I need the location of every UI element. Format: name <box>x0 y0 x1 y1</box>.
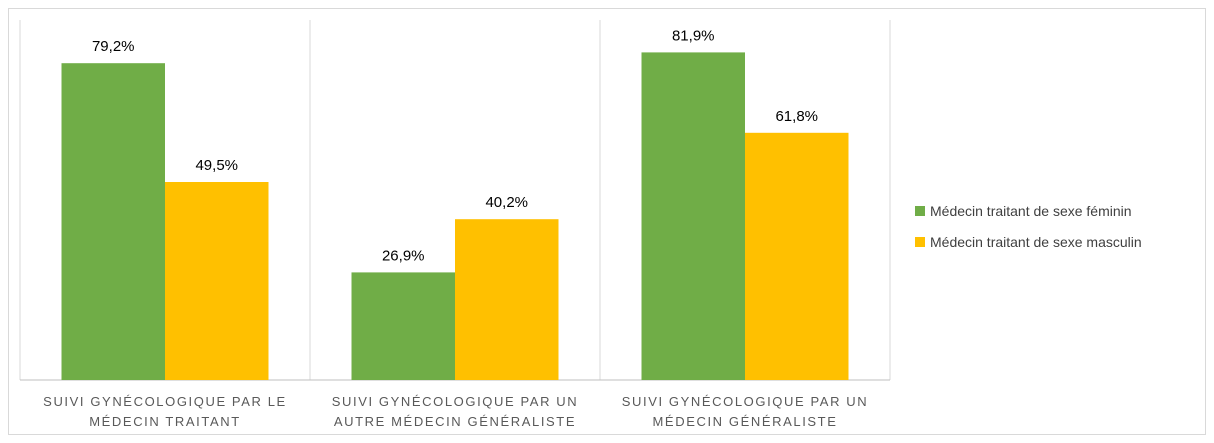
bar <box>61 63 165 380</box>
x-tick-label: SUIVI GYNÉCOLOGIQUE PAR UN MÉDECIN GÉNÉR… <box>621 394 869 429</box>
bar <box>641 52 745 381</box>
legend-label: Médecin traitant de sexe féminin <box>930 203 1132 219</box>
data-label: 40,2% <box>485 194 528 211</box>
data-label: 81,9% <box>672 27 715 44</box>
legend-label: Médecin traitant de sexe masculin <box>930 234 1142 250</box>
data-label: 49,5% <box>195 157 238 174</box>
legend-swatch <box>915 206 925 216</box>
data-label: 26,9% <box>382 247 425 264</box>
data-label: 79,2% <box>92 38 135 55</box>
legend-swatch <box>915 237 925 247</box>
x-tick-label: SUIVI GYNÉCOLOGIQUE PAR UN AUTRE MÉDECIN… <box>331 394 579 429</box>
bar <box>165 182 269 380</box>
x-tick-label: SUIVI GYNÉCOLOGIQUE PAR LE MÉDECIN TRAIT… <box>43 394 287 429</box>
bar <box>455 219 559 380</box>
bar <box>745 132 849 380</box>
bar <box>351 272 455 380</box>
data-label: 61,8% <box>775 108 818 125</box>
